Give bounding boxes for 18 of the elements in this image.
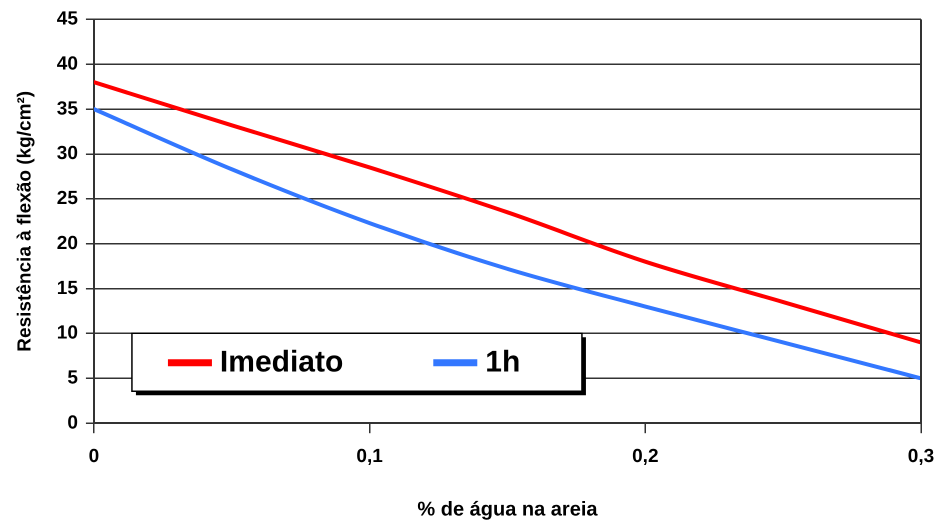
x-tick-label: 0,1 [356,446,384,467]
x-tick-label: 0 [88,446,100,467]
y-tick-label: 15 [56,278,78,299]
x-axis-title: % de água na areia [417,498,598,521]
x-tick-label: 0,2 [632,446,659,467]
y-tick-label: 10 [56,322,78,344]
y-axis-title: Resistência à flexão (kg/cm²) [14,90,36,352]
y-tick-label: 0 [67,412,78,434]
legend-label: 1h [485,345,520,378]
x-tick-label: 0,3 [908,446,934,467]
y-tick-label: 30 [56,143,78,164]
y-tick-label: 20 [56,232,78,254]
y-tick-label: 35 [56,98,78,120]
y-tick-label: 40 [56,54,78,74]
y-tick-label: 45 [56,8,78,30]
legend-label: Imediato [220,345,344,378]
y-tick-label: 5 [67,368,78,389]
y-tick-label: 25 [56,188,78,210]
